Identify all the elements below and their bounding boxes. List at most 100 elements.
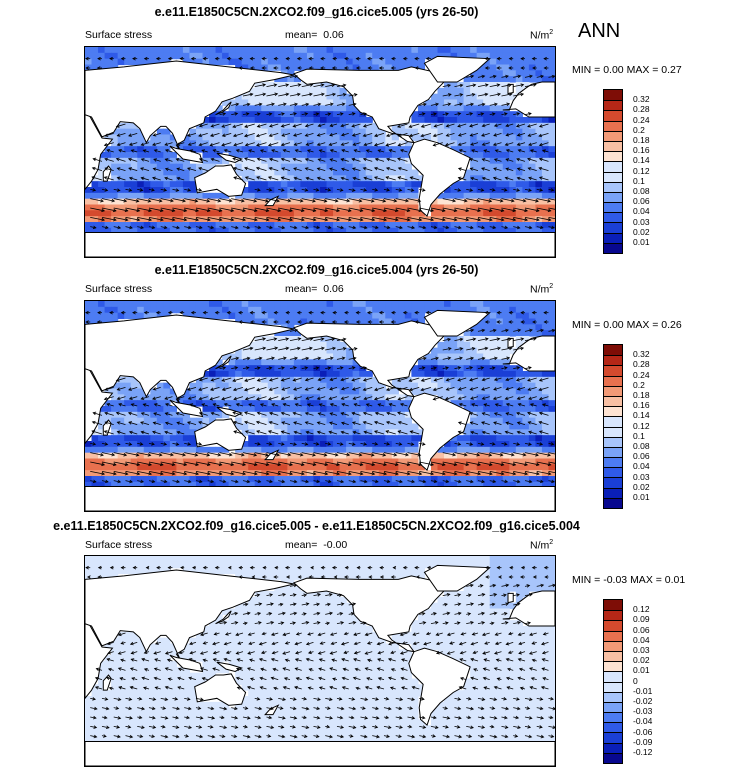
field-cell — [98, 458, 106, 465]
field-cell — [274, 417, 282, 425]
vector-arrowhead — [484, 346, 489, 351]
vector-arrowhead — [304, 377, 309, 382]
field-cell — [450, 52, 458, 60]
field-cell — [306, 476, 315, 483]
vector-arrowhead — [92, 188, 97, 192]
field-cell — [248, 441, 256, 448]
field-cell — [548, 117, 555, 124]
vector-arrow — [336, 84, 346, 88]
field-cell — [274, 187, 282, 194]
vector-arrowhead — [538, 176, 543, 180]
field-cell — [457, 222, 465, 229]
field-cell — [502, 458, 510, 465]
vector-arrow — [513, 84, 524, 88]
vector-arrowhead — [285, 83, 290, 87]
vector-arrow — [353, 142, 361, 146]
vector-arrow — [495, 149, 502, 153]
field-cell — [444, 128, 452, 136]
field-cell — [320, 429, 328, 436]
field-cell — [241, 157, 249, 165]
field-cell — [248, 306, 256, 314]
vector-arrowhead — [378, 56, 383, 61]
field-cell — [150, 423, 158, 430]
vector-arrow — [221, 377, 232, 382]
vector-arrowhead — [280, 157, 285, 162]
vector-arrowhead — [547, 208, 552, 213]
field-cell — [378, 464, 386, 471]
vector-arrow — [325, 226, 332, 229]
vector-arrow — [301, 207, 316, 212]
field-cell — [143, 210, 151, 217]
vector-arrowhead — [221, 378, 226, 382]
field-cell — [254, 47, 262, 54]
colorbar-tick-label: 0.2 — [633, 124, 645, 135]
field-cell — [280, 47, 288, 54]
field-cell — [313, 82, 321, 89]
field-cell — [202, 306, 210, 314]
field-cell — [235, 210, 243, 217]
field-cell — [346, 376, 354, 384]
field-cell — [293, 481, 302, 489]
vector-arrowhead — [494, 356, 498, 361]
field-cell — [287, 198, 295, 206]
vector-arrow — [125, 207, 140, 212]
field-cell — [313, 411, 321, 419]
vector-arrowhead — [506, 102, 511, 107]
field-cell — [548, 376, 555, 384]
field-cell — [195, 417, 204, 425]
field-cell — [437, 192, 445, 200]
field-cell — [359, 216, 367, 223]
field-cell — [365, 58, 373, 66]
field-cell — [150, 157, 158, 165]
field-cell — [261, 87, 269, 95]
field-cell — [470, 210, 478, 217]
field-cell — [169, 452, 177, 460]
field-cell — [528, 134, 537, 141]
field-cell — [548, 169, 555, 176]
vector-arrowhead — [367, 56, 371, 61]
field-cell — [476, 128, 484, 136]
vector-arrowhead — [152, 142, 156, 147]
field-cell — [176, 157, 184, 165]
field-cell — [476, 52, 484, 60]
field-cell — [463, 187, 471, 194]
field-cell — [111, 157, 119, 165]
field-cell — [117, 128, 125, 136]
field-cell — [280, 406, 288, 413]
vector-arrow — [254, 103, 262, 106]
field-cell — [515, 181, 523, 188]
field-cell — [267, 400, 275, 407]
vector-arrow — [231, 207, 246, 212]
field-cell — [182, 169, 191, 176]
vector-arrow — [336, 93, 346, 97]
field-cell — [326, 117, 334, 124]
field-cell — [548, 181, 555, 188]
field-cell — [548, 470, 555, 477]
field-cell — [313, 216, 321, 223]
vector-arrowhead — [341, 356, 346, 361]
field-cell — [463, 175, 471, 182]
field-cell — [496, 435, 504, 442]
field-cell — [489, 169, 497, 176]
vector-arrowhead — [253, 217, 258, 222]
vector-arrowhead — [373, 143, 378, 147]
field-cell — [541, 464, 550, 471]
vector-arrowhead — [128, 142, 133, 146]
field-cell — [522, 417, 530, 425]
field-cell — [476, 306, 484, 314]
field-cell — [470, 111, 478, 118]
field-cell — [91, 464, 99, 471]
field-cell — [189, 222, 197, 229]
field-cell — [509, 122, 517, 130]
field-cell — [111, 47, 119, 54]
vector-arrowhead — [327, 225, 332, 230]
field-cell — [417, 52, 426, 60]
field-cell — [228, 481, 236, 489]
field-cell — [326, 435, 334, 442]
field-cell — [483, 105, 491, 112]
vector-arrow — [433, 132, 443, 137]
field-cell — [261, 359, 269, 366]
field-cell — [182, 157, 191, 165]
field-cell — [326, 446, 334, 454]
field-cell — [215, 365, 223, 372]
